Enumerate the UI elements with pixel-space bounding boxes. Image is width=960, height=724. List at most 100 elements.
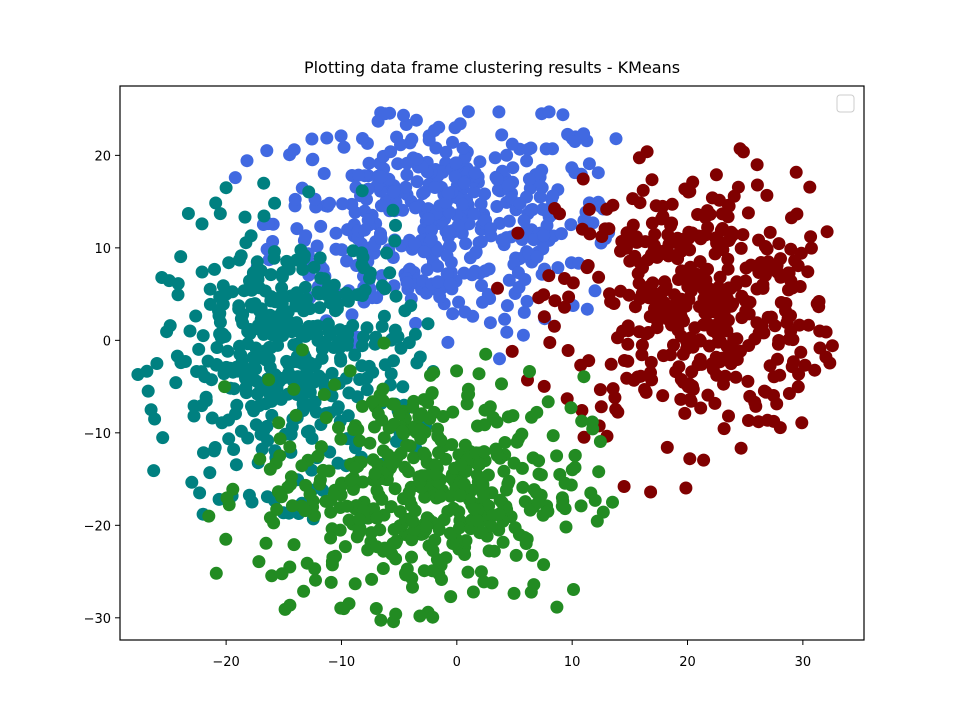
data-point-s1-338 [644, 355, 658, 369]
data-point-s1-84 [794, 345, 808, 359]
data-point-s2-286 [394, 341, 408, 355]
data-point-s0-415 [518, 273, 532, 286]
data-point-s3-340 [484, 519, 498, 533]
data-point-s2-328 [275, 270, 289, 284]
data-point-s0-98 [340, 254, 354, 268]
data-point-s0-31 [490, 200, 504, 213]
data-point-s3-453 [295, 459, 309, 473]
data-point-s2-240 [384, 367, 398, 381]
data-point-s2-395 [302, 185, 316, 199]
data-point-s0-247 [305, 132, 319, 146]
data-point-s0-256 [554, 227, 568, 241]
data-point-s0-377 [397, 108, 410, 122]
data-point-s0-429 [428, 181, 442, 194]
data-point-s0-436 [323, 196, 337, 210]
data-point-s2-164 [396, 380, 410, 394]
data-point-s3-426 [487, 544, 501, 558]
data-point-s2-388 [209, 358, 223, 372]
data-point-s1-332 [792, 367, 806, 381]
data-point-s0-290 [483, 316, 497, 330]
data-point-s3-401 [588, 493, 602, 507]
data-point-s1-192 [628, 249, 642, 263]
data-point-s1-93 [729, 370, 743, 384]
data-point-s2-414 [284, 427, 298, 441]
data-point-s3-344 [444, 489, 458, 503]
data-point-s0-338 [467, 207, 481, 221]
x-axis: −20 −10 0 10 20 30 [212, 640, 811, 670]
data-point-s2-349 [279, 370, 293, 384]
data-point-s3-435 [435, 573, 448, 586]
data-point-s0-449 [441, 186, 455, 200]
data-point-s1-402 [684, 331, 698, 345]
data-point-s3-402 [316, 463, 330, 477]
data-point-s0-253 [459, 237, 473, 251]
data-point-s0-281 [520, 294, 534, 308]
data-point-s0-416 [417, 245, 431, 259]
data-point-s3-146 [472, 367, 486, 381]
data-point-s3-239 [402, 485, 416, 499]
data-point-s1-413 [650, 250, 664, 264]
data-point-s0-431 [348, 205, 362, 219]
data-point-s3-418 [454, 458, 468, 472]
data-point-s0-332 [451, 218, 465, 232]
data-point-s1-374 [706, 324, 720, 338]
data-point-s0-401 [537, 229, 551, 242]
data-point-s1-324 [604, 357, 618, 371]
data-point-s1-265 [715, 351, 729, 365]
data-point-s1-403 [592, 270, 606, 284]
data-point-s0-237 [310, 239, 324, 253]
data-point-s2-385 [254, 264, 268, 278]
data-point-s3-255 [300, 556, 314, 570]
data-point-s1-337 [611, 331, 624, 345]
data-point-s2-239 [377, 309, 391, 323]
data-point-s0-147 [352, 168, 365, 182]
data-point-s2-156 [230, 398, 244, 412]
data-point-s3-113 [431, 422, 445, 436]
data-point-s3-48 [474, 565, 488, 579]
data-point-s0-438 [476, 295, 489, 309]
data-point-s3-356 [370, 511, 384, 525]
data-point-s3-234 [353, 434, 367, 448]
data-point-s3-180 [490, 415, 504, 429]
data-point-s3-69 [564, 401, 578, 415]
data-point-s1-327 [741, 206, 755, 220]
data-point-s3-363 [553, 468, 567, 481]
data-point-s1-54 [736, 228, 750, 242]
data-point-s1-40 [697, 453, 711, 467]
data-point-s2-x6 [398, 304, 412, 318]
data-point-s0-358 [517, 305, 531, 319]
data-point-s0-364 [527, 233, 541, 247]
data-point-s3-417 [489, 442, 503, 456]
data-point-s3-412 [395, 424, 409, 438]
data-point-s1-17 [722, 409, 735, 423]
data-point-s1-219 [638, 383, 652, 396]
data-point-s2-29 [197, 446, 210, 460]
data-point-s3-262 [529, 486, 543, 500]
data-point-s1-385 [648, 227, 662, 241]
data-point-s1-429 [537, 379, 551, 393]
data-point-s0-361 [361, 213, 375, 227]
data-point-s2-0 [203, 282, 217, 296]
data-point-s0-435 [449, 156, 463, 170]
data-point-s3-31 [317, 388, 331, 401]
data-point-s1-392 [638, 235, 652, 249]
data-point-s1-78 [582, 202, 596, 216]
data-point-s2-x5 [219, 181, 233, 195]
data-point-s0-326 [317, 167, 331, 180]
data-point-s3-312 [374, 613, 388, 627]
data-point-s3-468 [466, 585, 480, 599]
data-point-s1-193 [562, 290, 576, 304]
data-point-s1-334 [771, 352, 784, 366]
data-point-s0-446 [433, 290, 447, 304]
data-point-s2-265 [296, 262, 310, 276]
data-point-s3-55 [287, 382, 301, 396]
data-point-s2-350 [341, 288, 355, 302]
data-point-s3-316 [285, 499, 299, 513]
data-point-s1-292 [668, 288, 681, 302]
data-point-s2-139 [222, 256, 236, 270]
data-point-s1-70 [734, 241, 748, 255]
data-point-s2-255 [408, 327, 422, 341]
data-point-s2-340 [233, 347, 247, 361]
data-point-s1-293 [722, 199, 736, 213]
